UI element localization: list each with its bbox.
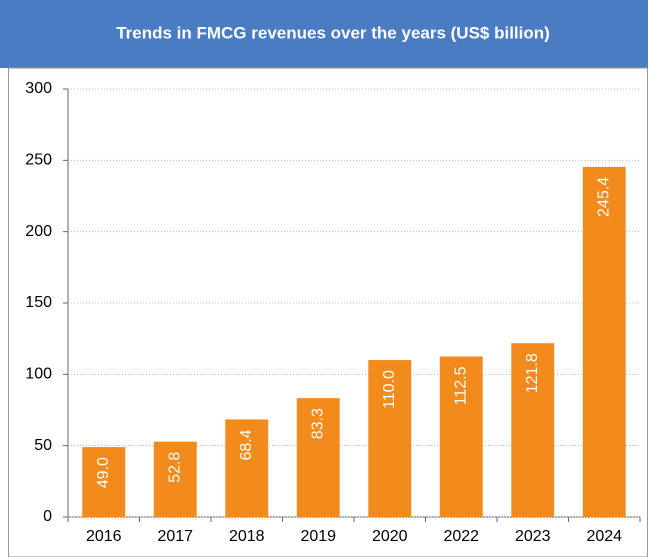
value-label: 245.4 bbox=[595, 177, 612, 217]
bar bbox=[368, 360, 412, 517]
y-tick-label: 50 bbox=[34, 437, 52, 454]
chart-title: Trends in FMCG revenues over the years (… bbox=[116, 23, 550, 42]
bar bbox=[511, 343, 555, 517]
y-tick-label: 0 bbox=[43, 508, 52, 525]
value-label: 52.8 bbox=[166, 452, 183, 483]
value-label: 68.4 bbox=[238, 429, 255, 460]
x-tick-label: 2024 bbox=[586, 528, 622, 545]
x-tick-label: 2022 bbox=[443, 528, 479, 545]
value-label: 83.3 bbox=[309, 408, 326, 439]
bar bbox=[225, 419, 269, 517]
y-tick-label: 300 bbox=[25, 80, 52, 97]
x-tick-label: 2018 bbox=[229, 528, 265, 545]
bar bbox=[296, 398, 340, 517]
x-tick-label: 2017 bbox=[157, 528, 193, 545]
y-tick-label: 250 bbox=[25, 152, 52, 169]
y-tick-label: 200 bbox=[25, 223, 52, 240]
x-tick-label: 2020 bbox=[372, 528, 408, 545]
title-banner bbox=[0, 0, 648, 68]
value-label: 121.8 bbox=[524, 353, 541, 393]
bar bbox=[582, 166, 626, 517]
value-label: 110.0 bbox=[381, 370, 398, 409]
bar bbox=[439, 356, 483, 517]
y-tick-label: 150 bbox=[25, 294, 52, 311]
y-tick-label: 100 bbox=[25, 366, 52, 383]
x-tick-label: 2023 bbox=[515, 528, 551, 545]
bar bbox=[153, 441, 197, 517]
value-label: 49.0 bbox=[95, 457, 112, 488]
x-tick-label: 2016 bbox=[86, 528, 122, 545]
value-label: 112.5 bbox=[452, 366, 469, 405]
x-tick-label: 2019 bbox=[300, 528, 336, 545]
bar bbox=[82, 447, 126, 517]
